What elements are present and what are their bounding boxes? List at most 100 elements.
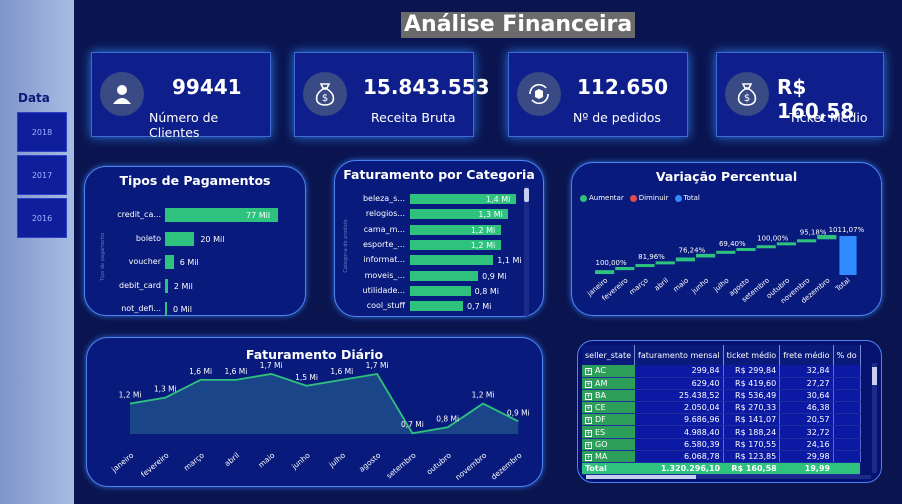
expand-icon[interactable]: + [585, 429, 592, 437]
payment-bar[interactable] [165, 255, 174, 269]
category-bar-row[interactable]: cool_stuff 0,7 Mi [335, 301, 525, 312]
category-bar[interactable] [410, 194, 516, 204]
daily-value-label: 1,6 Mi [330, 367, 353, 376]
table-header-cell[interactable]: % do [833, 345, 861, 365]
waterfall-category-label: abril [653, 276, 670, 292]
kpi-label: Número de Clientes [149, 110, 219, 140]
category-bar[interactable] [410, 224, 501, 235]
daily-value-label: 1,3 Mi [154, 385, 177, 394]
kpi-card-clients: 99441 Número de Clientes [91, 52, 271, 140]
expand-icon[interactable]: + [585, 405, 592, 413]
state-cell: + DF [582, 413, 635, 427]
category-scrollbar[interactable] [524, 186, 529, 316]
waterfall-bar[interactable] [595, 270, 615, 274]
expand-icon[interactable]: + [585, 441, 592, 449]
state-code: DF [595, 415, 606, 425]
total-cell: R$ 160,58 [723, 462, 780, 476]
value-cell: 9.686,96 [634, 413, 724, 427]
table-row[interactable]: + AC 299,84 R$ 299,84 32,84 [582, 365, 861, 378]
payment-bar-row[interactable]: debit_card 2 Mil [85, 278, 307, 293]
category-bar[interactable] [410, 285, 471, 296]
expand-icon[interactable]: + [585, 380, 592, 388]
category-bar-row[interactable]: informat... 1,1 Mi [335, 255, 525, 266]
waterfall-bar[interactable] [635, 264, 655, 268]
daily-line[interactable] [129, 372, 519, 435]
value-cell [833, 413, 861, 427]
waterfall-bar[interactable] [797, 239, 817, 243]
payment-bar-row[interactable]: voucher 6 Mil [85, 255, 307, 269]
state-code: GO [595, 439, 608, 449]
value-cell [833, 365, 861, 378]
category-bar-row[interactable]: utilidade... 0,8 Mi [335, 285, 525, 296]
year-button-2016[interactable]: 2016 [17, 198, 67, 238]
payment-bar[interactable] [165, 302, 167, 316]
payment-category-label: not_defi... [121, 304, 161, 313]
waterfall-bar[interactable] [756, 245, 776, 249]
waterfall-total-bar[interactable] [839, 236, 857, 275]
year-button-2017[interactable]: 2017 [17, 155, 67, 195]
waterfall-category-label: Total [833, 276, 851, 293]
daily-title: Faturamento Diário [245, 347, 384, 362]
daily-value-label: 1,6 Mi [189, 367, 212, 376]
table-header-cell[interactable]: frete médio [779, 345, 834, 365]
category-bar[interactable] [410, 270, 479, 281]
value-cell: 629,40 [634, 377, 724, 390]
daily-value-label: 0,8 Mi [436, 414, 459, 423]
year-button-2018[interactable]: 2018 [17, 112, 67, 152]
category-bar[interactable] [410, 239, 501, 250]
table-row[interactable]: + AM 629,40 R$ 419,60 27,27 [582, 377, 861, 390]
daily-value-label: 1,2 Mi [119, 391, 142, 400]
table-header-cell[interactable]: seller_state [582, 345, 636, 365]
waterfall-value-label: 100,00% [757, 234, 788, 242]
state-cell: + AM [582, 377, 635, 390]
table-row[interactable]: + BA 25.438,52 R$ 536,49 30,64 [582, 389, 861, 403]
svg-text:$: $ [322, 93, 328, 104]
category-bar[interactable] [410, 301, 463, 312]
waterfall-bar[interactable] [615, 266, 635, 271]
table-header-cell[interactable]: ticket médio [723, 345, 781, 365]
legend-total: Total [674, 194, 700, 202]
table-row[interactable]: + CE 2.050,04 R$ 270,33 46,38 [582, 401, 861, 415]
category-bar-row[interactable]: esporte_... 1,2 Mi [335, 239, 525, 250]
waterfall-bar[interactable] [776, 242, 796, 246]
waterfall-bar[interactable] [696, 253, 716, 258]
payment-bar-row[interactable]: not_defi... 0 Mil [85, 302, 307, 316]
value-cell: 32,72 [779, 425, 834, 439]
waterfall-bar[interactable] [736, 247, 756, 251]
category-title: Faturamento por Categoria [343, 167, 535, 182]
category-bar-row[interactable]: moveis_... 0,9 Mi [335, 270, 525, 281]
table-row[interactable]: + MA 6.068,78 R$ 123,85 29,98 [582, 450, 861, 464]
category-bar-row[interactable]: relogios... 1,3 Mi [335, 209, 525, 220]
category-axis-label: Categoria do produto [343, 219, 349, 272]
value-cell: R$ 170,55 [723, 438, 781, 451]
expand-icon[interactable]: + [585, 417, 592, 425]
payment-bar[interactable] [165, 278, 168, 293]
svg-text:Tipo de pagamento: Tipo de pagamento [100, 233, 106, 283]
table-scrollbar[interactable] [872, 363, 877, 473]
waterfall-bar[interactable] [716, 250, 736, 254]
waterfall-bar[interactable] [675, 257, 695, 262]
category-bar-row[interactable]: beleza_s... 1,4 Mi [335, 194, 525, 204]
table-h-scrollbar[interactable] [586, 475, 871, 479]
category-card: Faturamento por Categoria Categoria do p… [334, 160, 544, 317]
expand-icon[interactable]: + [585, 453, 592, 461]
expand-icon[interactable]: + [585, 392, 592, 400]
waterfall-value-label: 76,24% [679, 247, 706, 255]
payment-category-label: debit_card [119, 280, 161, 290]
category-bar-row[interactable]: cama_m... 1,2 Mi [335, 224, 525, 235]
value-cell: 46,38 [779, 401, 834, 415]
waterfall-bar[interactable] [817, 235, 837, 240]
table-row[interactable]: + DF 9.686,96 R$ 141,07 20,57 [582, 413, 861, 427]
payment-bar[interactable] [165, 231, 195, 246]
category-bar[interactable] [410, 255, 494, 266]
waterfall-bar[interactable] [655, 261, 675, 265]
table-header-cell[interactable]: faturamento mensal [634, 345, 724, 365]
payment-bar-row[interactable]: credit_ca... 77 Mil [85, 208, 307, 222]
table-row[interactable]: + ES 4.988,40 R$ 188,24 32,72 [582, 425, 861, 439]
expand-icon[interactable]: + [585, 368, 592, 376]
payment-bar-row[interactable]: boleto 20 Mil [85, 231, 307, 246]
table-row[interactable]: + GO 6.580,39 R$ 170,55 24,16 [582, 438, 861, 451]
svg-text:$: $ [744, 93, 750, 104]
category-bar[interactable] [410, 209, 509, 220]
payment-bar[interactable] [165, 208, 278, 222]
